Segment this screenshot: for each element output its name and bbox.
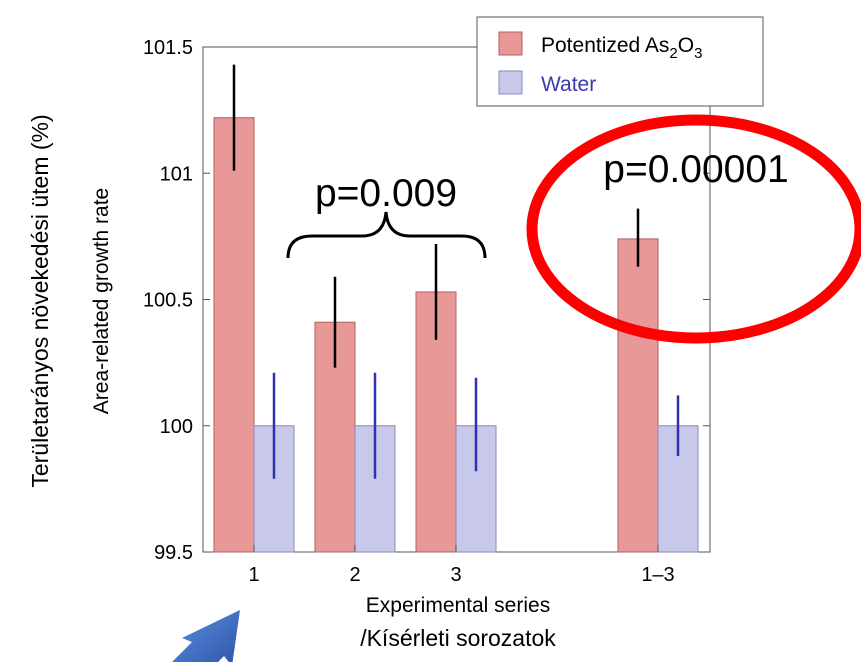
legend-swatch-potentized xyxy=(498,31,523,56)
x-axis-label: Experimental series xyxy=(366,594,550,617)
legend-label-potentized: Potentized As2O3 xyxy=(541,34,702,62)
y-tick-label: 100 xyxy=(160,416,193,438)
y-axis-label: Area-related growth rate xyxy=(90,188,113,414)
bar-potentized-3 xyxy=(617,238,659,553)
x-axis: 1 2 3 1–3 xyxy=(248,545,675,586)
x-tick-label: 1 xyxy=(248,564,259,586)
y-tick-label: 101 xyxy=(160,163,193,185)
y-tick-label: 101.5 xyxy=(143,37,193,59)
x-tick-label: 2 xyxy=(349,564,360,586)
pointer-arrow-icon xyxy=(172,610,240,662)
legend: Potentized As2O3 Water xyxy=(476,16,764,107)
highlight-circle xyxy=(526,114,861,344)
x-tick-label: 1–3 xyxy=(641,564,674,586)
y-tick-label: 99.5 xyxy=(154,542,193,564)
y-tick-label: 100.5 xyxy=(143,290,193,312)
legend-box xyxy=(476,16,764,107)
y-axis-label-secondary: Területarányos növekedési ütem (%) xyxy=(27,114,53,487)
legend-swatch-water xyxy=(498,70,523,95)
x-axis-label-secondary: /Kísérleti sorozatok xyxy=(360,625,556,651)
brace-p-value: p=0.009 xyxy=(315,172,457,215)
legend-label-water: Water xyxy=(541,73,596,96)
bars-layer xyxy=(213,64,699,553)
y-axis: 99.5 100 100.5 101 101.5 xyxy=(143,37,710,564)
circle-p-value: p=0.00001 xyxy=(603,148,788,191)
x-tick-label: 3 xyxy=(450,564,461,586)
bar-potentized-0 xyxy=(213,117,255,553)
significance-brace xyxy=(286,211,487,259)
